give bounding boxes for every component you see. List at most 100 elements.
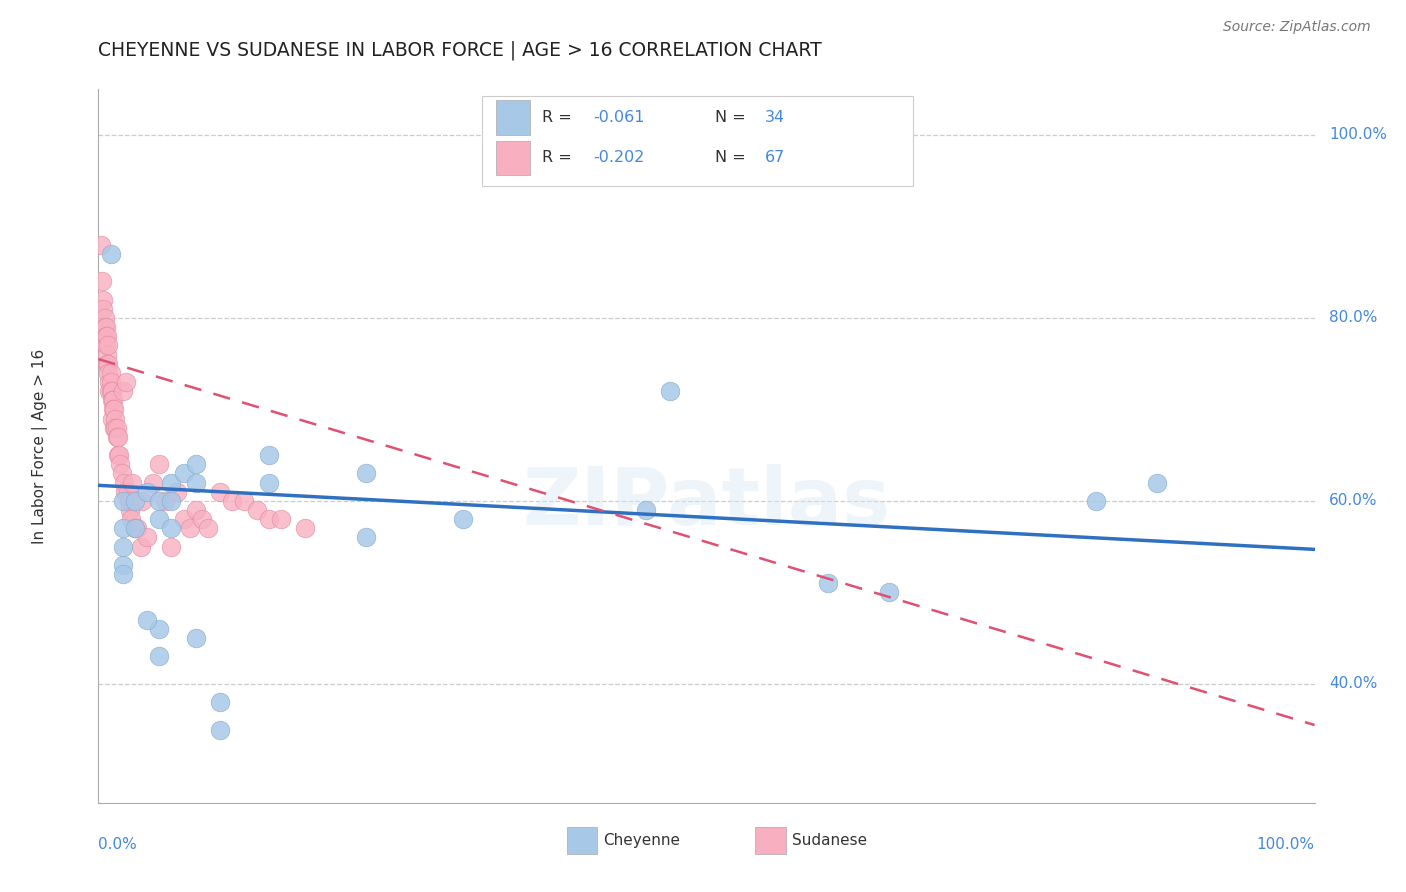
Point <box>354 467 377 481</box>
Point <box>221 494 243 508</box>
Point <box>148 649 170 664</box>
Point <box>93 310 115 325</box>
Point <box>110 467 132 481</box>
Point <box>111 540 134 554</box>
Point <box>191 512 214 526</box>
Point <box>877 585 900 599</box>
Point <box>129 540 152 554</box>
Point <box>100 384 122 398</box>
Point <box>111 494 134 508</box>
Point <box>142 475 165 490</box>
Point <box>155 494 177 508</box>
Point <box>105 430 128 444</box>
Point <box>136 484 159 499</box>
Point <box>100 366 122 380</box>
Point <box>817 576 839 591</box>
Point <box>124 521 146 535</box>
Point <box>104 420 127 434</box>
FancyBboxPatch shape <box>481 96 914 186</box>
Text: -0.061: -0.061 <box>593 110 645 125</box>
Text: 100.0%: 100.0% <box>1257 837 1315 852</box>
Point <box>96 347 118 361</box>
Point <box>98 384 121 398</box>
Point <box>1084 494 1107 508</box>
Point <box>103 402 125 417</box>
Text: CHEYENNE VS SUDANESE IN LABOR FORCE | AGE > 16 CORRELATION CHART: CHEYENNE VS SUDANESE IN LABOR FORCE | AG… <box>98 40 823 60</box>
Point <box>136 613 159 627</box>
Text: Sudanese: Sudanese <box>792 833 866 848</box>
Point <box>111 521 134 535</box>
Point <box>91 301 114 316</box>
Point <box>148 622 170 636</box>
Point <box>659 384 682 398</box>
Point <box>100 247 122 261</box>
Point <box>111 384 134 398</box>
Point <box>184 458 207 472</box>
Point <box>90 237 112 252</box>
Point <box>94 338 117 352</box>
Point <box>98 375 121 389</box>
Point <box>257 512 280 526</box>
Text: In Labor Force | Age > 16: In Labor Force | Age > 16 <box>32 349 48 543</box>
Point <box>294 521 316 535</box>
Point <box>257 475 280 490</box>
Text: 60.0%: 60.0% <box>1329 493 1378 508</box>
Point <box>160 494 183 508</box>
Point <box>114 484 136 499</box>
Point <box>160 521 183 535</box>
Point <box>101 402 124 417</box>
Text: 0.0%: 0.0% <box>98 837 138 852</box>
Text: 80.0%: 80.0% <box>1329 310 1378 326</box>
Point <box>124 521 146 535</box>
Point <box>121 475 143 490</box>
Bar <box>496 141 530 175</box>
Point <box>101 384 124 398</box>
Point <box>184 631 207 645</box>
Bar <box>567 827 598 855</box>
Text: Source: ZipAtlas.com: Source: ZipAtlas.com <box>1223 20 1371 34</box>
Point <box>184 503 207 517</box>
Text: N =: N = <box>716 110 751 125</box>
Point <box>118 503 141 517</box>
Point <box>166 484 188 499</box>
Point <box>233 494 256 508</box>
Point <box>173 512 195 526</box>
Point <box>634 503 657 517</box>
Text: 34: 34 <box>765 110 785 125</box>
Point <box>173 467 195 481</box>
Point <box>148 512 170 526</box>
Point <box>148 494 170 508</box>
Point <box>118 494 141 508</box>
Bar <box>755 827 786 855</box>
Point <box>1146 475 1168 490</box>
Text: ZIPatlas: ZIPatlas <box>523 464 890 542</box>
Point <box>100 375 122 389</box>
Point <box>115 375 138 389</box>
Point <box>257 448 280 462</box>
Bar <box>496 101 530 135</box>
Point <box>148 458 170 472</box>
Point <box>94 320 117 334</box>
Point <box>97 357 120 371</box>
Point <box>104 411 127 425</box>
Point <box>209 484 232 499</box>
Text: 40.0%: 40.0% <box>1329 676 1378 691</box>
Point <box>108 448 131 462</box>
Point <box>197 521 219 535</box>
Point <box>91 293 114 307</box>
Point <box>209 723 232 737</box>
Point <box>112 475 135 490</box>
Point <box>107 448 129 462</box>
Point <box>97 338 120 352</box>
Point <box>97 366 120 380</box>
Point <box>179 521 201 535</box>
Point <box>107 430 129 444</box>
Point <box>184 475 207 490</box>
Point <box>127 521 149 535</box>
Point <box>96 357 118 371</box>
Text: R =: R = <box>543 150 578 165</box>
Text: 67: 67 <box>765 150 785 165</box>
Text: 100.0%: 100.0% <box>1329 128 1388 143</box>
Text: N =: N = <box>716 150 751 165</box>
Point <box>453 512 475 526</box>
